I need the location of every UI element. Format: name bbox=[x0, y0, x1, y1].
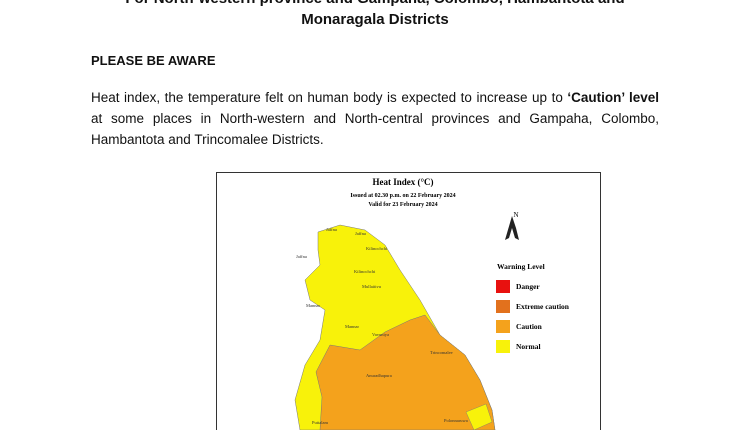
district-label: Polonnaruwa bbox=[444, 418, 468, 423]
map-issued: Issued at 02.30 p.m. on 22 February 2024 bbox=[350, 193, 455, 199]
legend: Warning Level Danger Extreme caution Cauti… bbox=[496, 262, 570, 353]
map-title: Heat Index (°C) bbox=[372, 177, 433, 187]
district-label: Jaffna bbox=[355, 231, 366, 236]
district-label: Mannar bbox=[345, 324, 359, 329]
district-labels: Jaffna Jaffna Kilinochchi Jaffna Kilinochchi… bbox=[296, 227, 468, 425]
legend-title: Warning Level bbox=[497, 262, 545, 271]
district-label: Vavuniya bbox=[372, 332, 389, 337]
text: at some places in North-western and Nort… bbox=[91, 111, 659, 147]
north-arrow bbox=[505, 216, 519, 240]
region-caution bbox=[315, 314, 496, 430]
legend-label: Extreme caution bbox=[516, 302, 570, 311]
emphasis: ‘Caution’ level bbox=[567, 90, 659, 105]
legend-swatch bbox=[496, 280, 510, 293]
district-label: Trincomalee bbox=[430, 350, 453, 355]
heat-index-map: Heat Index (°C) Issued at 02.30 p.m. on … bbox=[216, 172, 601, 430]
map-valid: Valid for 23 February 2024 bbox=[368, 202, 437, 208]
doc-title: For North-western province and Gampaha, … bbox=[0, 0, 750, 9]
paragraph: Heat index, the temperature felt on huma… bbox=[91, 87, 659, 150]
text: Heat index, the temperature felt on huma… bbox=[91, 90, 568, 105]
section-heading: PLEASE BE AWARE bbox=[91, 53, 216, 68]
legend-swatch bbox=[496, 320, 510, 333]
district-label: Kilinochchi bbox=[354, 269, 376, 274]
legend-swatch bbox=[496, 340, 510, 353]
district-label: Kilinochchi bbox=[366, 246, 388, 251]
region-normal bbox=[465, 403, 493, 430]
district-label: Mannar bbox=[306, 303, 320, 308]
legend-label: Caution bbox=[516, 322, 543, 331]
district-label: Anuradhapura bbox=[366, 373, 392, 378]
legend-label: Danger bbox=[516, 282, 540, 291]
district-label: Jaffna bbox=[296, 254, 307, 259]
district-label: Jaffna bbox=[326, 227, 337, 232]
north-label: N bbox=[513, 211, 518, 219]
district-label: Puttalam bbox=[312, 420, 328, 425]
doc-title: Monaragala Districts bbox=[301, 11, 449, 28]
district-label: Mullaitivu bbox=[362, 284, 382, 289]
legend-swatch bbox=[496, 300, 510, 313]
legend-label: Normal bbox=[516, 342, 541, 351]
